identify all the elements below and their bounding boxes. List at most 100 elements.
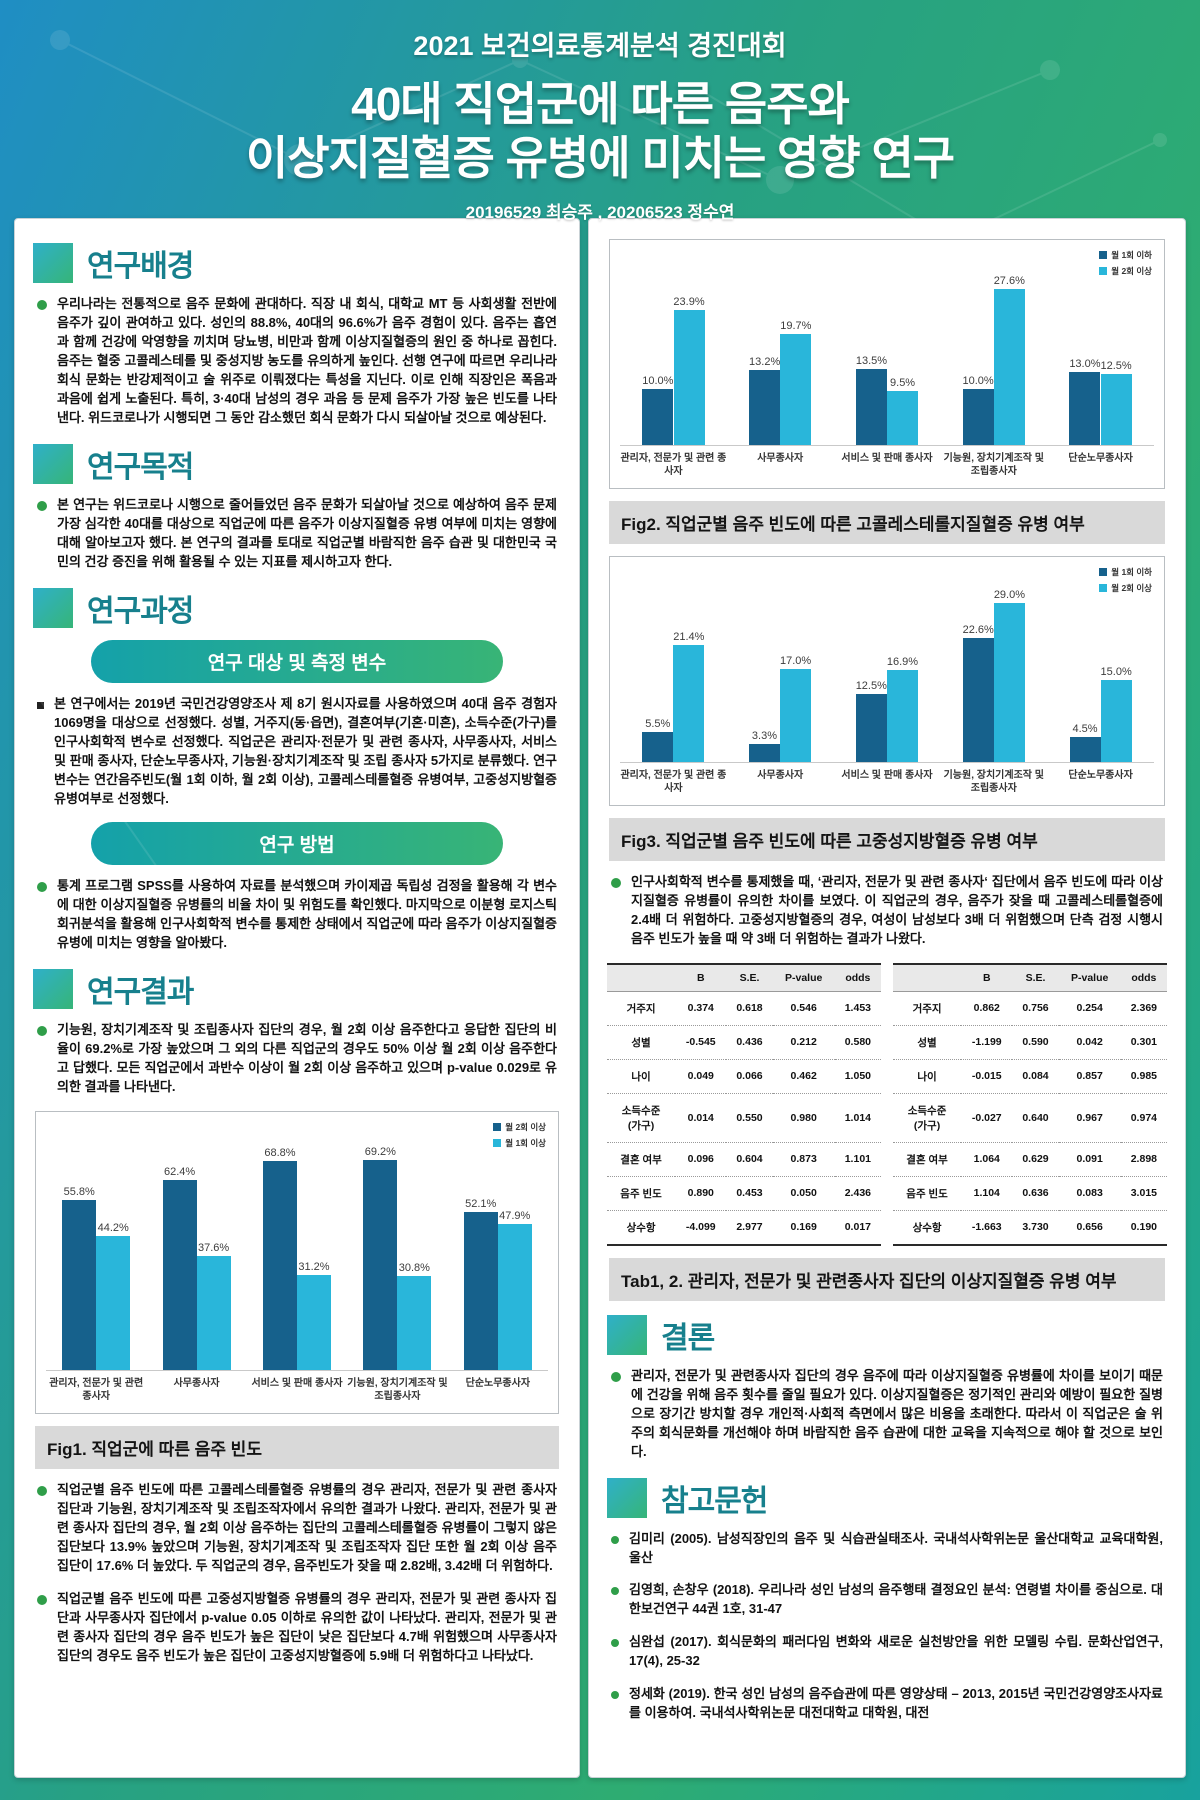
- bar-value-label: 44.2%: [97, 1222, 129, 1235]
- bar: [296, 1275, 331, 1371]
- legend-swatch-icon: [493, 1123, 502, 1132]
- reference-text: 김영희, 손창우 (2018). 우리나라 성인 남성의 음주행태 결정요인 분…: [629, 1582, 1163, 1617]
- table-cell: 0.096: [675, 1142, 727, 1177]
- table-cell: 0.436: [726, 1025, 773, 1060]
- bar-wrap: 5.5%: [642, 587, 674, 762]
- section-background: 연구배경: [33, 241, 561, 285]
- legend-entry: 월 2회 이상: [1099, 582, 1152, 594]
- reference-item: 정세화 (2019). 한국 성인 남성의 음주습관에 따른 영양상태 – 20…: [611, 1685, 1163, 1723]
- bar-value-label: 62.4%: [163, 1166, 196, 1179]
- row-label: 소득수준 (가구): [893, 1093, 962, 1143]
- bar-value-label: 13.5%: [855, 355, 888, 367]
- bar-wrap: 30.8%: [397, 1142, 432, 1371]
- reference-text: 김미리 (2005). 남성직장인의 음주 및 식습관실태조사. 국내석사학위논…: [629, 1530, 1163, 1565]
- column-header: S.E.: [1012, 962, 1059, 992]
- x-axis-category-label: 관리자, 전문가 및 관련 종사자: [620, 770, 727, 794]
- bar: [993, 603, 1025, 762]
- bar-group: 12.5% 16.9%: [856, 587, 918, 762]
- fig3-legend: 월 1회 이하 월 2회 이상: [1099, 566, 1152, 594]
- row-label: 거주지: [607, 991, 676, 1026]
- bar-group: 4.5% 15.0%: [1069, 587, 1132, 762]
- table-cell: 1.453: [834, 991, 881, 1026]
- bar-value-label: 9.5%: [890, 377, 916, 389]
- bar-value-label: 10.0%: [642, 375, 674, 387]
- section-purpose: 연구목적: [33, 442, 561, 486]
- table-header: B S.E. P-value odds: [893, 962, 1167, 992]
- bar-value-label: 13.2%: [749, 356, 781, 368]
- fig1-x-axis-labels: 관리자, 전문가 및 관련 종사자 사무종사자 서비스 및 판매 종사자 기능원, 장…: [46, 1371, 548, 1403]
- legend-entry: 월 2회 이상: [493, 1121, 546, 1133]
- table-row: 결혼 여부 1.064 0.629 0.091 2.898: [893, 1142, 1167, 1177]
- bar-wrap: 19.7%: [780, 270, 811, 445]
- row-label: 음주 빈도: [893, 1176, 962, 1211]
- background-bullet: 우리나라는 전통적으로 음주 문화에 관대하다. 직장 내 회식, 대학교 MT…: [37, 295, 557, 428]
- bar-value-label: 30.8%: [398, 1262, 430, 1275]
- table-cell: -0.027: [961, 1093, 1013, 1143]
- bar: [855, 369, 887, 445]
- bullet-dot-icon: [37, 500, 47, 511]
- bar-value-label: 22.6%: [962, 624, 994, 636]
- fig2-chart: 월 1회 이하 월 2회 이상 10.0% 23.9% 13.2% 19.7% 13.5% 9…: [609, 239, 1165, 489]
- x-axis-category-label: 단순노무종사자: [465, 1378, 531, 1390]
- table-body: 거주지 0.862 0.756 0.254 2.369 성별 -1.199 0.590 0.04…: [893, 991, 1167, 1246]
- section-conclusion: 결론: [607, 1313, 1167, 1357]
- bar-wrap: 15.0%: [1101, 587, 1132, 762]
- table-cell: 0.629: [1012, 1142, 1059, 1177]
- table-cell: 0.873: [772, 1142, 835, 1177]
- bar: [1069, 372, 1101, 445]
- bar: [642, 389, 674, 445]
- table-cell: 0.190: [1120, 1210, 1167, 1246]
- bar-group: 69.2% 30.8%: [363, 1142, 432, 1371]
- column-header: S.E.: [726, 962, 773, 992]
- table-cell: 0.967: [1058, 1093, 1121, 1143]
- references-list: 김미리 (2005). 남성직장인의 음주 및 식습관실태조사. 국내석사학위논…: [607, 1530, 1167, 1723]
- section-square-icon: [607, 1477, 647, 1518]
- bar-value-label: 69.2%: [364, 1146, 396, 1159]
- table-cell: 0.580: [834, 1025, 881, 1060]
- row-label: 나이: [607, 1059, 676, 1094]
- table-corner-cell: [607, 962, 676, 992]
- legend-label: 월 2회 이상: [1111, 266, 1152, 276]
- table-row: 거주지 0.374 0.618 0.546 1.453: [607, 991, 881, 1026]
- table-cell: 2.369: [1120, 991, 1167, 1026]
- bar-wrap: 31.2%: [296, 1142, 331, 1371]
- table-cell: 0.301: [1120, 1025, 1167, 1060]
- table-cell: 0.050: [772, 1176, 835, 1211]
- bar-wrap: 69.2%: [363, 1142, 398, 1371]
- legend-swatch-icon: [1099, 251, 1108, 259]
- table-cell: 0.017: [834, 1210, 881, 1246]
- bar: [962, 389, 994, 445]
- bar: [397, 1276, 432, 1371]
- section-title: 연구목적: [87, 450, 194, 484]
- method-text: 통계 프로그램 SPSS를 사용하여 자료를 분석했으며 카이제곱 독립성 검정…: [57, 878, 557, 951]
- x-axis-category-label: 서비스 및 판매 종사자: [841, 453, 933, 464]
- bar-wrap: 4.5%: [1069, 587, 1101, 762]
- fig1-caption: Fig1. 직업군에 따른 음주 빈도: [35, 1426, 559, 1470]
- section-square-icon: [33, 243, 73, 283]
- table-cell: 0.604: [726, 1142, 773, 1177]
- section-square-icon: [33, 969, 73, 1010]
- bar-value-label: 23.9%: [673, 296, 705, 308]
- table-cell: 0.890: [675, 1176, 727, 1211]
- table-cell: 0.453: [726, 1176, 773, 1211]
- bullet-dot-icon: [37, 882, 47, 893]
- bullet-dot-icon: [611, 1587, 619, 1596]
- results-text-2: 직업군별 음주 빈도에 따른 고콜레스테롤혈증 유병률의 경우 관리자, 전문가…: [57, 1482, 557, 1574]
- table-cell: 1.101: [834, 1142, 881, 1177]
- regression-tables: B S.E. P-value odds 거주지 0.374 0.618 0.546 1.453 성…: [607, 962, 1167, 1246]
- results-bullet-3: 직업군별 음주 빈도에 따른 고중성지방혈증 유병률의 경우 관리자, 전문가 …: [37, 1590, 557, 1666]
- table-body: 거주지 0.374 0.618 0.546 1.453 성별 -0.545 0.436 0.21…: [607, 991, 881, 1246]
- table-row: 음주 빈도 0.890 0.453 0.050 2.436: [607, 1176, 881, 1211]
- table-cell: 3.015: [1120, 1176, 1167, 1211]
- x-axis-category-label: 사무종사자: [173, 1378, 220, 1390]
- bar: [673, 645, 705, 762]
- fig2-x-axis-labels: 관리자, 전문가 및 관련 종사자 사무종사자 서비스 및 판매 종사자 기능원, 장…: [620, 446, 1154, 478]
- bar: [749, 370, 781, 445]
- row-label: 상수항: [893, 1210, 962, 1246]
- table-row: 성별 -1.199 0.590 0.042 0.301: [893, 1025, 1167, 1060]
- left-panel: 연구배경 우리나라는 전통적으로 음주 문화에 관대하다. 직장 내 회식, 대…: [14, 218, 580, 1778]
- table-row: 상수항 -4.099 2.977 0.169 0.017: [607, 1210, 881, 1246]
- fig2-legend: 월 1회 이하 월 2회 이상: [1099, 249, 1152, 277]
- bar-group: 10.0% 27.6%: [962, 270, 1025, 445]
- table-cell: 0.756: [1012, 991, 1059, 1026]
